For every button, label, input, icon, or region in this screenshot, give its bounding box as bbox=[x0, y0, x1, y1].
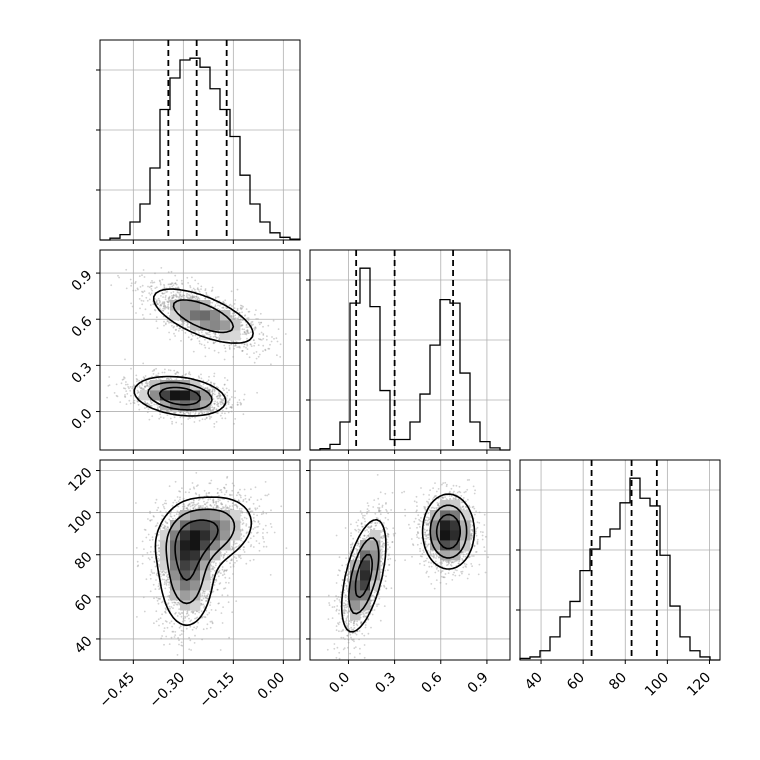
x-tick-label: 100 bbox=[642, 670, 672, 700]
contour-level bbox=[340, 493, 476, 633]
contour-level bbox=[158, 386, 201, 406]
contour-level bbox=[147, 299, 235, 411]
x-tick-label: 0.6 bbox=[419, 669, 446, 696]
x-tick-label: 60 bbox=[564, 670, 588, 694]
y-tick-label: 0.0 bbox=[69, 406, 96, 433]
contour-level bbox=[174, 519, 219, 581]
y-tick-label: 80 bbox=[72, 549, 96, 573]
x-tick-label: 120 bbox=[684, 670, 714, 700]
x-tick-label: −0.45 bbox=[97, 670, 139, 712]
x-tick-label: −0.30 bbox=[147, 670, 189, 712]
contour-level bbox=[154, 496, 253, 627]
histogram-panel-2: 40 60 80 100 120 bbox=[516, 459, 721, 700]
y-tick-label: 100 bbox=[65, 507, 95, 537]
y-tick-label: 0.3 bbox=[69, 360, 96, 387]
histogram-panel-1 bbox=[306, 249, 511, 454]
scatter-panel-2-0: −0.45 −0.30 −0.15 0.00 40 60 80 100 120 bbox=[65, 459, 301, 712]
y-tick-label: 120 bbox=[65, 465, 95, 495]
x-tick-label: 0.00 bbox=[255, 670, 288, 703]
y-tick-label: 0.6 bbox=[69, 314, 96, 341]
x-tick-label: 0.3 bbox=[372, 670, 399, 697]
contour-level bbox=[165, 508, 236, 605]
histogram-panel-0 bbox=[96, 39, 301, 244]
contour-lines bbox=[154, 496, 253, 627]
contour-level bbox=[354, 513, 461, 599]
panel-content bbox=[135, 472, 288, 656]
x-tick-label: 80 bbox=[606, 670, 630, 694]
axes-frame bbox=[309, 249, 511, 451]
axes-frame bbox=[99, 39, 301, 241]
panel-content bbox=[106, 267, 287, 428]
x-tick-label: 0.0 bbox=[326, 670, 353, 697]
x-tick-label: 0.9 bbox=[465, 670, 492, 697]
scatter-panel-2-1: 0.0 0.3 0.6 0.9 bbox=[306, 459, 511, 697]
y-tick-label: 40 bbox=[72, 633, 96, 657]
histogram-step-line bbox=[519, 477, 720, 661]
axes-frame bbox=[99, 459, 301, 661]
histogram-step-line bbox=[100, 57, 301, 241]
x-tick-label: −0.15 bbox=[197, 670, 239, 712]
axes-frame bbox=[309, 459, 511, 661]
density-cells bbox=[350, 500, 471, 621]
y-tick-label: 60 bbox=[72, 591, 96, 615]
histogram-step-line bbox=[310, 267, 510, 451]
axes-frame bbox=[99, 249, 301, 451]
y-tick-label: 0.9 bbox=[69, 267, 96, 294]
axes-frame bbox=[519, 459, 721, 661]
contour-level bbox=[348, 504, 468, 615]
contour-lines bbox=[340, 493, 476, 633]
contour-lines bbox=[133, 288, 254, 417]
scatter-panel-1-0: 0.0 0.3 0.6 0.9 bbox=[69, 249, 301, 454]
x-tick-label: 40 bbox=[522, 670, 546, 694]
panel-content bbox=[326, 474, 489, 660]
contour-level bbox=[133, 288, 254, 417]
